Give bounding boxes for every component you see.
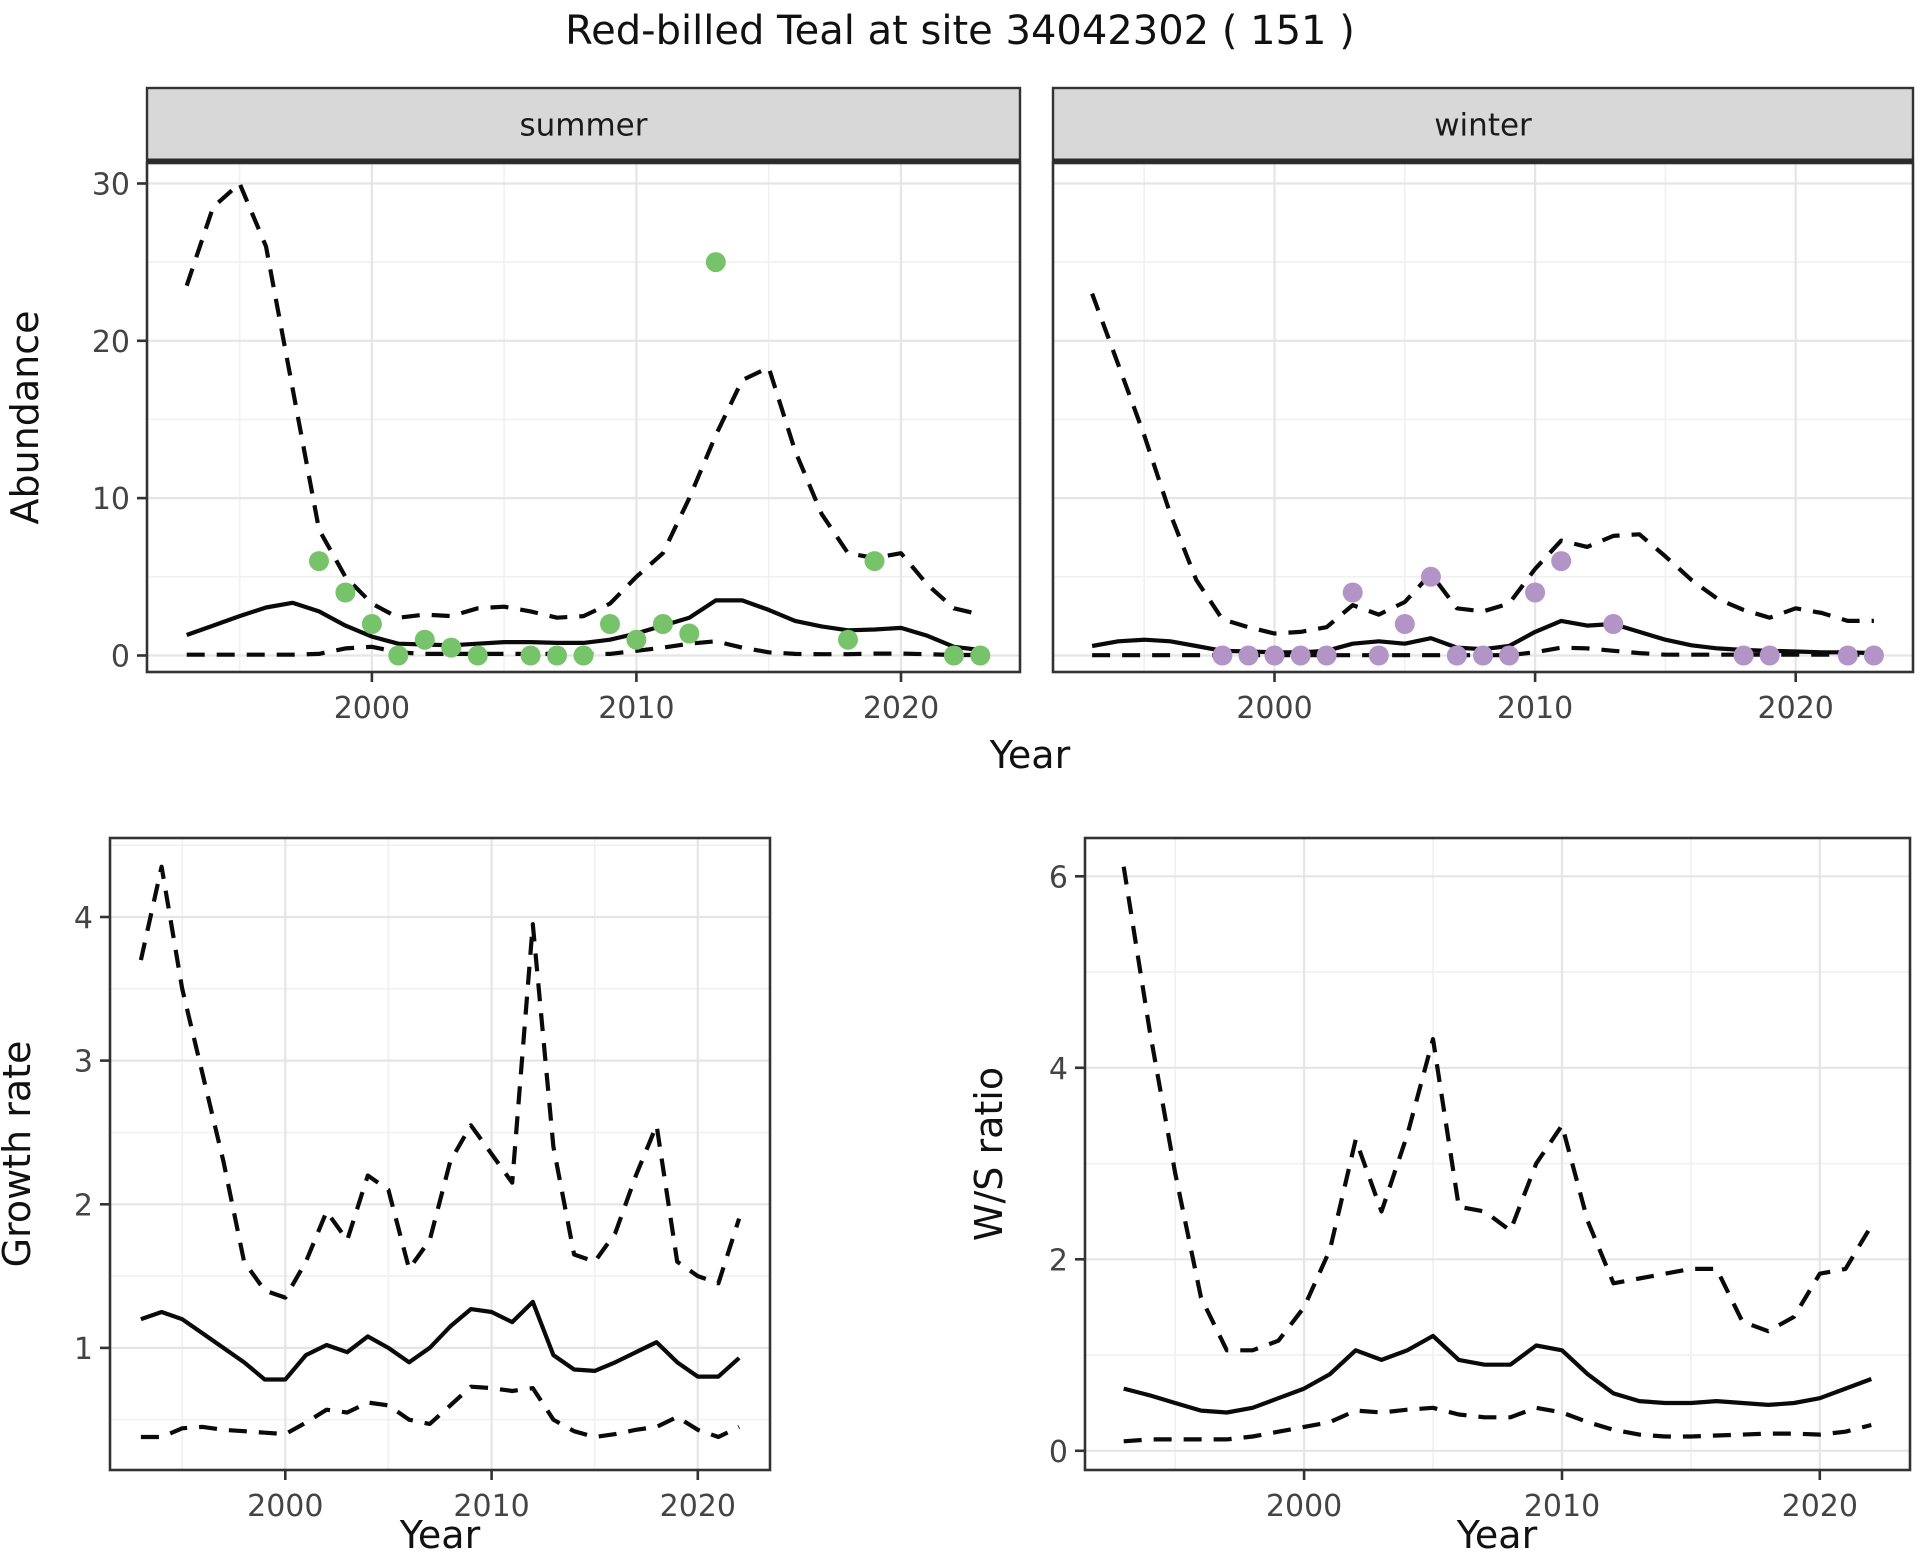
abundance-facet-figure: summer 2000 2010 2020 0 10 20 30 winter 2000 2010 2… [0,78,1920,790]
data-point [1368,645,1389,666]
y-tick-label: 0 [111,640,130,675]
data-point [1316,645,1337,666]
x-tick-label: 2000 [1266,1489,1342,1524]
x-tick-label: 2010 [598,691,674,726]
growth-rate-panel-bg [110,838,770,1470]
data-point [1499,645,1520,666]
data-point [943,645,964,666]
data-point [679,623,700,644]
y-axis-title: Abundance [3,310,47,524]
growth-rate-series-group [138,864,742,1440]
x-tick-label: 2020 [863,691,939,726]
x-tick-label: 2000 [247,1489,323,1524]
growth-rate-mean-line [140,1299,741,1382]
data-point [414,629,435,650]
data-point [1420,566,1441,587]
data-point [1264,645,1285,666]
x-tick-label: 2010 [453,1489,529,1524]
abundance-chart-svg: summer 2000 2010 2020 0 10 20 30 winter 2000 2010 2… [3,86,1915,777]
growth-rate-upper-ci-line [138,864,742,1300]
y-tick-label: 20 [92,325,130,360]
growth-rate-figure: 2000 2010 2020 1 2 3 4 Growth rate Year [0,800,960,1560]
y-tick-label: 0 [1049,1435,1068,1470]
x-tick-label: 2020 [660,1489,736,1524]
data-point [1759,645,1780,666]
ws-ratio-series-group [1121,866,1874,1444]
y-tick-label: 10 [92,482,130,517]
ws-ratio-upper-ci-line [1121,866,1874,1353]
y-axis-title: Growth rate [0,1041,39,1268]
data-point [970,645,991,666]
ws-ratio-chart-svg: 2000 2010 2020 0 2 4 6 W/S ratio Year [967,836,1912,1557]
facet-strip-label: summer [519,108,647,144]
abundance-summer-series-group [184,181,991,666]
data-point [1394,614,1415,634]
x-tick-label: 2020 [1782,1489,1858,1524]
data-point [467,645,488,666]
facet-strip [1051,86,1915,163]
growth-rate-chart-svg: 2000 2010 2020 1 2 3 4 Growth rate Year [0,836,772,1557]
data-point [1342,582,1363,603]
ws-ratio-lower-ci-line [1123,1405,1872,1444]
data-point [1446,645,1467,666]
data-point [1525,582,1546,603]
x-tick-label: 2000 [1236,691,1312,726]
x-tick-label: 2010 [1497,691,1573,726]
x-tick-label: 2000 [334,691,410,726]
page-title: Red-billed Teal at site 34042302 ( 151 ) [565,8,1355,54]
data-point [1473,645,1493,666]
abundance-summer-upper-ci-line [184,181,981,620]
y-tick-label: 2 [1049,1243,1068,1278]
data-point [1238,645,1259,666]
data-point [309,551,329,572]
data-point [600,614,620,634]
x-axis-title: Year [1456,1513,1538,1557]
ws-ratio-figure: 2000 2010 2020 0 2 4 6 W/S ratio Year [960,800,1920,1560]
data-point [1733,645,1754,666]
facet-strip-label: winter [1434,108,1532,144]
ws-ratio-panel-bg [1085,838,1910,1470]
abundance-summer-panel-bg [147,163,1020,672]
y-tick-label: 3 [74,1045,93,1080]
y-tick-label: 4 [74,901,93,936]
y-tick-label: 30 [92,168,130,203]
ws-ratio-panel-border [1083,836,1912,1472]
x-tick-label: 2010 [1524,1489,1600,1524]
growth-rate-panel-border [108,836,772,1472]
data-point [652,614,673,634]
ws-ratio-mean-line [1123,1333,1873,1415]
y-tick-label: 6 [1049,860,1068,895]
y-tick-label: 4 [1049,1052,1068,1087]
data-point [520,645,541,666]
data-point [1837,645,1858,666]
data-point [547,645,567,666]
data-point [1603,614,1624,634]
data-point [573,645,594,666]
data-point [705,252,726,273]
data-point [441,637,462,658]
abundance-winter-upper-ci-line [1090,292,1874,636]
x-axis-title: Year [989,733,1071,777]
y-tick-label: 1 [74,1332,93,1367]
growth-rate-lower-ci-line [140,1384,741,1440]
data-point [1290,645,1311,666]
data-point [1212,645,1233,666]
y-tick-label: 2 [74,1188,93,1223]
data-point [1863,645,1884,666]
data-point [361,614,382,634]
facet-strip [145,86,1022,163]
x-axis-title: Year [399,1513,481,1557]
data-point [626,629,647,650]
x-tick-label: 2020 [1758,691,1834,726]
data-point [864,551,885,572]
data-point [838,629,858,650]
abundance-winter-series-group [1090,292,1884,666]
y-axis-title: W/S ratio [967,1067,1011,1241]
data-point [1551,551,1572,572]
abundance-winter-panel-bg [1053,163,1913,672]
data-point [388,645,409,666]
data-point [335,582,356,603]
